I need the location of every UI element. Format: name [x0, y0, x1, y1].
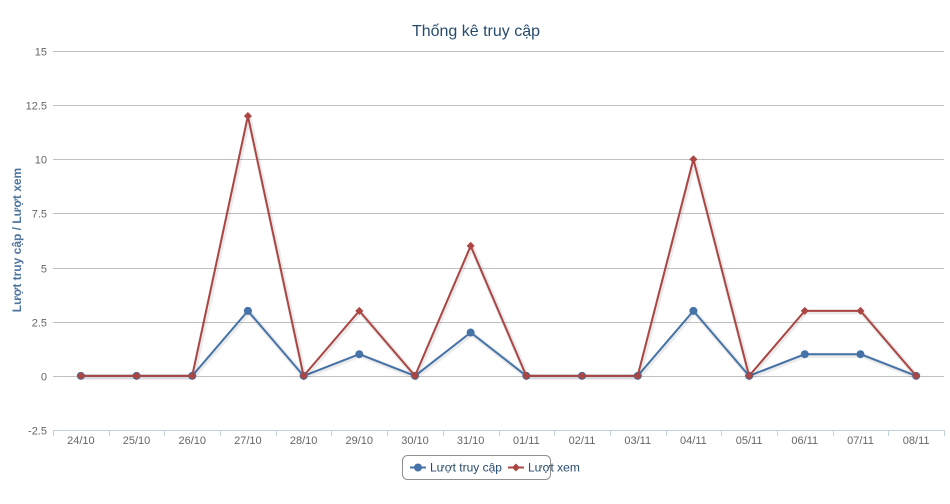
data-point-marker[interactable] [355, 306, 364, 315]
y-tick-label: 5 [41, 264, 47, 276]
y-tick-label: 7.5 [32, 209, 47, 221]
x-tick-label: 03/11 [624, 435, 651, 447]
data-point-marker[interactable] [132, 371, 141, 380]
data-point-marker[interactable] [243, 111, 252, 120]
data-point-marker[interactable] [856, 350, 865, 359]
legend-item-2[interactable]: Lượt xem [507, 461, 580, 475]
legend: Lượt truy cập Lượt xem [402, 455, 580, 480]
data-point-marker[interactable] [188, 371, 197, 380]
data-point-marker[interactable] [243, 306, 252, 315]
data-point-marker[interactable] [745, 371, 754, 380]
x-tick-label: 07/11 [847, 435, 874, 447]
x-tick-label: 27/10 [234, 435, 262, 447]
x-tick-label: 05/11 [736, 435, 763, 447]
data-point-marker[interactable] [800, 350, 809, 359]
y-tick-label: 2.5 [32, 318, 47, 330]
data-point-marker[interactable] [689, 306, 698, 315]
x-tick-label: 04/11 [680, 435, 707, 447]
y-tick-label: 0 [41, 372, 47, 384]
x-tick-label: 06/11 [791, 435, 818, 447]
gridlines: -2.5 0 2.5 5 7.5 10 12.5 15 [26, 47, 944, 438]
x-tick-label: 26/10 [178, 435, 206, 447]
legend-label: Lượt xem [528, 461, 580, 475]
data-point-marker[interactable] [76, 371, 85, 380]
chart-title: Thống kê truy cập [412, 23, 540, 40]
data-point-marker[interactable] [689, 155, 698, 164]
data-point-marker[interactable] [299, 371, 308, 380]
x-tick-label: 25/10 [123, 435, 151, 447]
x-tick-label: 31/10 [457, 435, 485, 447]
x-tick-label: 08/11 [903, 435, 930, 447]
data-point-marker[interactable] [633, 371, 642, 380]
x-tick-label: 30/10 [401, 435, 429, 447]
series-line [80, 309, 917, 377]
data-point-marker[interactable] [522, 371, 531, 380]
data-point-marker[interactable] [410, 371, 419, 380]
data-point-marker[interactable] [466, 241, 475, 250]
data-point-marker[interactable] [856, 306, 865, 315]
data-point-marker[interactable] [355, 350, 364, 359]
x-tick-label: 29/10 [346, 435, 374, 447]
series-lines [76, 111, 921, 383]
series-2 [76, 111, 921, 383]
x-tick-label: 24/10 [67, 435, 95, 447]
series-line-shadow [81, 116, 920, 383]
data-point-marker[interactable] [466, 328, 475, 337]
data-point-marker[interactable] [912, 371, 921, 380]
x-tick-label: 28/10 [290, 435, 318, 447]
legend-box [402, 455, 551, 480]
data-point-marker[interactable] [578, 371, 587, 380]
x-tick-label: 02/11 [569, 435, 596, 447]
y-tick-label: 15 [35, 47, 47, 59]
y-tick-label: 12.5 [26, 101, 47, 113]
y-tick-label: -2.5 [28, 426, 47, 438]
legend-label: Lượt truy cập [430, 461, 502, 475]
diamond-marker-icon [511, 463, 520, 472]
x-tick-label: 01/11 [513, 435, 540, 447]
series-line [80, 115, 917, 377]
circle-marker-icon [414, 463, 422, 472]
y-tick-label: 10 [35, 155, 47, 167]
legend-item-1[interactable]: Lượt truy cập [410, 461, 502, 475]
y-axis-label: Lượt truy cập / Lượt xem [10, 168, 24, 312]
x-axis: 24/10 25/10 26/10 27/10 28/10 29/10 30/10 31/10… [53, 430, 945, 447]
data-point-marker[interactable] [800, 306, 809, 315]
